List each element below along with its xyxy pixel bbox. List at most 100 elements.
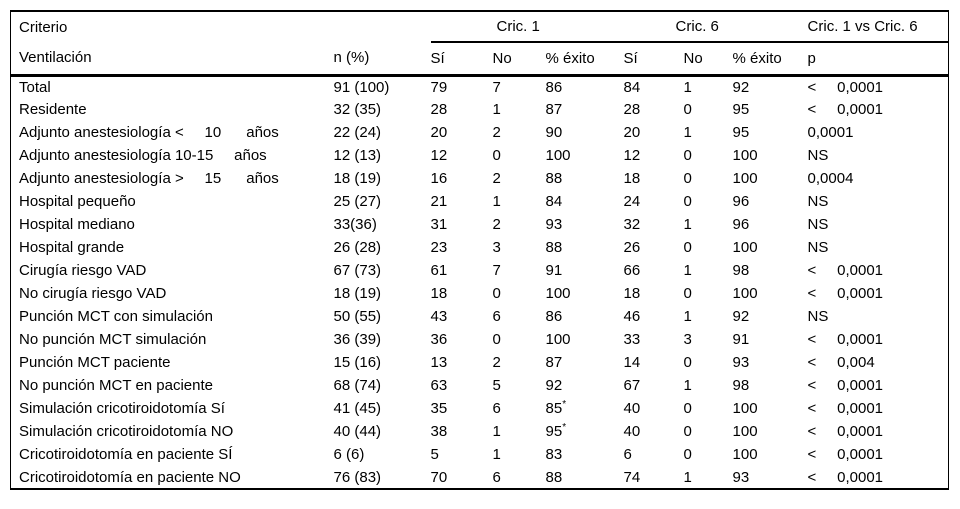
cell: 33(36) — [333, 216, 377, 233]
cell: 36 (39) — [333, 331, 382, 348]
cell: 85* — [546, 397, 624, 420]
cell: 100 — [732, 239, 758, 256]
cell: NS — [807, 239, 829, 256]
cell: 6 — [492, 308, 501, 325]
cell: < 0,0001 — [807, 377, 884, 394]
cell: 12 (13) — [333, 147, 382, 164]
cell: 76 (83) — [333, 468, 382, 486]
cell: 91 (100) — [333, 78, 390, 96]
cell: 6 — [623, 446, 632, 463]
column-header-n-pct: n (%) — [333, 42, 431, 77]
cell: 1 — [683, 262, 692, 279]
cell: < 0,0001 — [807, 400, 884, 417]
cell: 22 (24) — [333, 124, 382, 141]
cell: 6 — [492, 468, 501, 486]
cell: 0,0001 — [807, 124, 854, 141]
cell: 40 — [623, 423, 641, 440]
column-header-no-cric1: No — [492, 42, 546, 77]
row-label: Residente — [19, 101, 87, 118]
cell: 90 — [545, 124, 563, 141]
table-row: Cricotiroidotomía en paciente SÍ 6 (6) 5 1 8… — [11, 443, 949, 466]
cell: 18 — [430, 285, 448, 302]
cell: < 0,0001 — [807, 285, 884, 302]
column-header-exito-cric6: % éxito — [732, 42, 808, 77]
cell: 2 — [492, 124, 501, 141]
cell: 1 — [683, 78, 692, 96]
table-row: Simulación cricotiroidotomía NO 40 (44) 38… — [11, 420, 949, 443]
cell: 70 — [430, 468, 448, 486]
cell: 0 — [492, 147, 501, 164]
row-label: No punción MCT simulación — [19, 331, 207, 348]
table-row: No cirugía riesgo VAD 18 (19) 18 0 100 18 0 100… — [11, 282, 949, 305]
table-row: Cirugía riesgo VAD 67 (73) 61 7 91 66 1 98 < 0,0… — [11, 259, 949, 282]
row-label: No cirugía riesgo VAD — [19, 285, 167, 302]
row-label: Simulación cricotiroidotomía NO — [19, 423, 234, 440]
cell: 12 — [430, 147, 448, 164]
cell: NS — [807, 308, 829, 325]
results-table: Criterio Cric. 1 Cric. 6 Cric. 1 vs Cric… — [10, 10, 950, 490]
cell: 86 — [545, 78, 563, 96]
cell: 88 — [545, 468, 563, 486]
cell: 100 — [545, 285, 571, 302]
cell: 1 — [492, 446, 501, 463]
column-header-row: Ventilación n (%) Sí No % éxito Sí No % … — [10, 42, 949, 77]
cell: 92 — [732, 78, 750, 96]
cell: 40 (44) — [333, 423, 382, 440]
cell: 0 — [683, 239, 692, 256]
table-row: Adjunto anestesiología 10-15 años 12 (13)… — [11, 144, 949, 167]
cell: 13 — [430, 354, 448, 371]
cell: 18 (19) — [333, 170, 382, 187]
row-label: Adjunto anestesiología < 10 años — [19, 124, 279, 141]
cell: 87 — [545, 354, 563, 371]
cell: 61 — [430, 262, 448, 279]
row-label: Punción MCT con simulación — [19, 308, 213, 325]
row-label: Adjunto anestesiología 10-15 años — [19, 147, 267, 164]
cell-value: 85 — [545, 400, 563, 417]
table-row: Adjunto anestesiología < 10 años 22 (24) 2… — [11, 121, 949, 144]
table-row: Punción MCT con simulación 50 (55) 43 6 86 46… — [11, 305, 949, 328]
cell: 26 — [623, 239, 641, 256]
row-label: Hospital pequeño — [19, 193, 136, 210]
column-header-ventilacion: Ventilación — [10, 42, 334, 77]
group-header-cric6: Cric. 6 — [623, 11, 808, 43]
cell: 21 — [430, 193, 448, 210]
row-label: Hospital grande — [19, 239, 125, 256]
column-header-p: p — [807, 42, 949, 77]
table-row: Simulación cricotiroidotomía Sí 41 (45) 35… — [11, 397, 949, 420]
cell: 87 — [545, 101, 563, 118]
column-header-no-cric6: No — [683, 42, 733, 77]
cell: 0 — [683, 147, 692, 164]
cell: 68 (74) — [333, 377, 382, 394]
cell: 32 (35) — [333, 101, 382, 118]
cell: 93 — [732, 354, 750, 371]
table-row: Cricotiroidotomía en paciente NO 76 (83) 7… — [11, 466, 949, 489]
cell: < 0,0001 — [807, 262, 884, 279]
table-body: Total 91 (100) 79 7 86 84 1 92 < 0,0001 Residente… — [11, 75, 949, 489]
cell: 100 — [732, 285, 758, 302]
cell: < 0,0001 — [807, 468, 884, 486]
cell: 28 — [623, 101, 641, 118]
table-header: Criterio Cric. 1 Cric. 6 Cric. 1 vs Cric… — [10, 11, 949, 77]
cell: 20 — [430, 124, 448, 141]
cell: 98 — [732, 377, 750, 394]
cell: 96 — [732, 216, 750, 233]
cell: 18 (19) — [333, 285, 382, 302]
cell: 67 — [623, 377, 641, 394]
row-label: No punción MCT en paciente — [19, 377, 214, 394]
cell: 1 — [492, 101, 501, 118]
cell: 0 — [683, 285, 692, 302]
cell: 12 — [623, 147, 641, 164]
row-label: Punción MCT paciente — [19, 354, 171, 371]
cell: 41 (45) — [333, 400, 382, 417]
column-header-exito-cric1: % éxito — [545, 42, 624, 77]
cell: < 0,0001 — [807, 101, 884, 118]
cell: < 0,0001 — [807, 331, 884, 348]
row-label: Simulación cricotiroidotomía Sí — [19, 400, 225, 417]
cell: 1 — [492, 423, 501, 440]
cell: 88 — [545, 239, 563, 256]
cell: 7 — [492, 262, 501, 279]
table-row: Residente 32 (35) 28 1 87 28 0 95 < 0,0001 — [11, 98, 949, 121]
cell: 38 — [430, 423, 448, 440]
cell: < 0,0001 — [807, 423, 884, 440]
